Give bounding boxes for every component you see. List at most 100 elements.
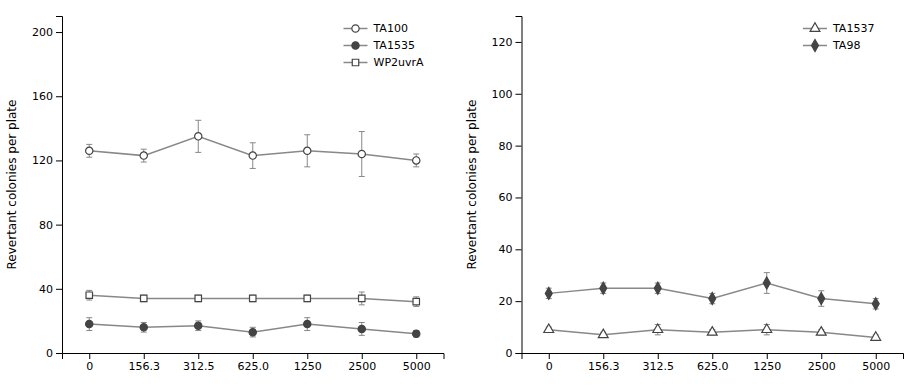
marker xyxy=(872,298,879,310)
legend-label: TA98 xyxy=(832,39,860,52)
marker xyxy=(600,282,607,294)
tick: 312.5 xyxy=(183,353,215,373)
y-axis: 020406080100120 xyxy=(492,17,523,361)
marker xyxy=(304,147,311,154)
tick: 625.0 xyxy=(697,353,729,373)
error-bar xyxy=(141,295,147,301)
tick: 200 xyxy=(32,26,62,39)
tick-mark xyxy=(516,94,522,95)
tick-mark xyxy=(516,197,522,198)
legend: TA100 TA1535 WP2uvrA xyxy=(344,22,425,69)
tick-label: 40 xyxy=(39,283,53,296)
marker xyxy=(141,295,147,301)
tick-mark xyxy=(516,301,522,302)
tick-label: 1250 xyxy=(294,360,322,373)
marker xyxy=(86,147,93,154)
tick-mark xyxy=(767,353,768,359)
tick-mark xyxy=(603,353,604,359)
tick-mark xyxy=(253,353,254,359)
legend-label: TA1537 xyxy=(832,22,874,35)
figure: 0156.3312.5625.0125025005000040801201602… xyxy=(0,0,919,389)
marker xyxy=(871,332,881,341)
line xyxy=(549,283,876,304)
tick-mark xyxy=(821,353,822,359)
legend-marker xyxy=(352,59,358,65)
tick-label: 20 xyxy=(499,295,513,308)
tick-mark xyxy=(198,353,199,359)
tick: 312.5 xyxy=(643,353,675,373)
marker xyxy=(413,330,420,337)
tick: 625.0 xyxy=(238,353,270,373)
tick-mark xyxy=(416,353,417,359)
tick: 5000 xyxy=(862,353,890,373)
axis-line xyxy=(63,354,445,360)
error-bar xyxy=(655,283,661,293)
legend-item: TA98 xyxy=(803,39,860,52)
legend-item: TA100 xyxy=(344,22,408,35)
tick: 5000 xyxy=(403,353,431,373)
tick-label: 156.3 xyxy=(129,360,161,373)
axis-line xyxy=(522,354,904,360)
tick: 156.3 xyxy=(129,353,161,373)
plot-area xyxy=(544,273,881,341)
tick: 20 xyxy=(499,295,522,308)
tick-label: 120 xyxy=(32,154,53,167)
marker xyxy=(816,327,826,336)
tick: 80 xyxy=(39,219,62,232)
tick: 0 xyxy=(506,347,522,360)
tick-label: 80 xyxy=(39,219,53,232)
error-bar xyxy=(86,144,92,157)
legend-label: TA1535 xyxy=(373,39,415,52)
marker xyxy=(359,295,365,301)
tick-label: 0 xyxy=(86,360,93,373)
tick-label: 60 xyxy=(499,191,513,204)
legend-label: TA100 xyxy=(373,22,408,35)
tick: 80 xyxy=(499,140,522,153)
tick-label: 156.3 xyxy=(588,360,620,373)
tick-label: 0 xyxy=(506,347,513,360)
tick-label: 2500 xyxy=(348,360,376,373)
tick-mark xyxy=(89,353,90,359)
tick: 120 xyxy=(492,36,522,49)
tick-label: 0 xyxy=(546,360,553,373)
error-bar xyxy=(600,283,606,293)
tick-label: 0 xyxy=(46,347,53,360)
legend-label: WP2uvrA xyxy=(374,56,425,69)
tick-mark xyxy=(876,353,877,359)
tick: 40 xyxy=(39,283,62,296)
y-axis: 04080120160200 xyxy=(32,17,63,361)
tick-mark xyxy=(516,42,522,43)
error-bar xyxy=(250,143,256,169)
tick-mark xyxy=(307,353,308,359)
marker xyxy=(762,324,772,333)
error-bar xyxy=(413,331,419,337)
tick-label: 120 xyxy=(492,36,513,49)
plot-area xyxy=(86,120,420,337)
error-bar xyxy=(304,295,310,301)
legend-marker xyxy=(352,42,359,49)
marker xyxy=(709,293,716,305)
error-bar xyxy=(195,321,201,331)
marker xyxy=(358,325,365,332)
marker xyxy=(818,293,825,305)
tick: 2500 xyxy=(348,353,376,373)
marker xyxy=(358,150,365,157)
marker xyxy=(598,329,608,338)
marker xyxy=(249,152,256,159)
tick: 156.3 xyxy=(588,353,620,373)
tick-mark xyxy=(658,353,659,359)
error-bar xyxy=(764,273,770,294)
legend: TA1537 TA98 xyxy=(803,22,874,52)
error-bar xyxy=(250,327,256,337)
error-bar xyxy=(195,120,201,152)
tick: 2500 xyxy=(808,353,836,373)
series xyxy=(86,290,419,306)
marker xyxy=(413,157,420,164)
panel: 0156.3312.5625.0125025005000040801201602… xyxy=(5,17,444,373)
series xyxy=(86,318,420,338)
tick-mark xyxy=(56,225,62,226)
marker xyxy=(195,322,202,329)
tick-label: 312.5 xyxy=(643,360,675,373)
tick-label: 100 xyxy=(492,88,513,101)
tick-label: 5000 xyxy=(403,360,431,373)
